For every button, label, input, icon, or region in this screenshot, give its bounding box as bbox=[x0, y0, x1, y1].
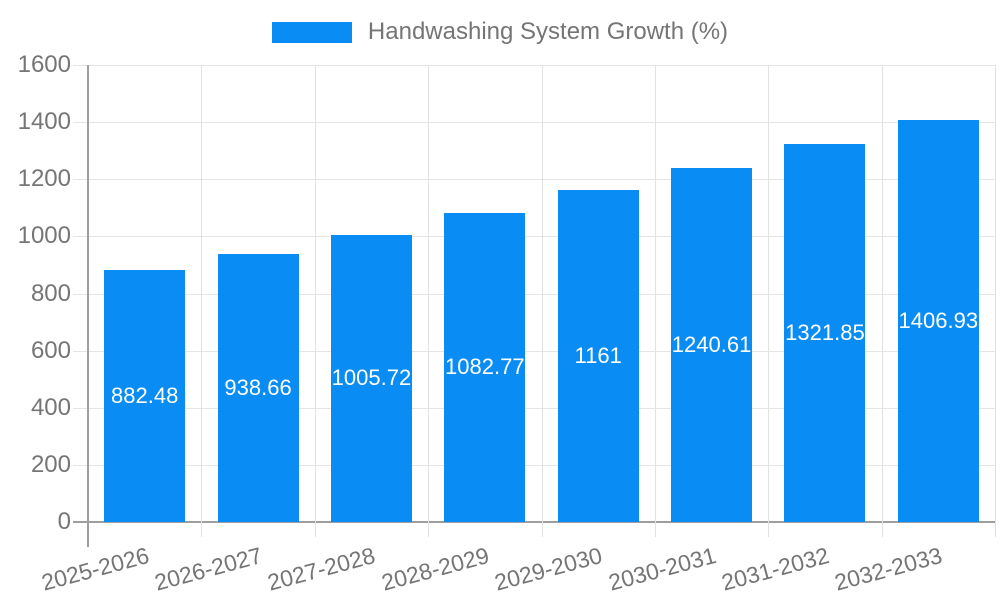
y-tick-label: 1600 bbox=[17, 51, 71, 78]
bar: 938.66 bbox=[217, 253, 299, 522]
bar: 1005.72 bbox=[330, 234, 412, 522]
x-axis-line bbox=[73, 521, 995, 523]
bar: 1082.77 bbox=[444, 212, 526, 522]
h-gridline bbox=[73, 350, 995, 352]
v-gridline bbox=[314, 65, 316, 537]
y-tick-label: 1200 bbox=[17, 165, 71, 193]
h-gridline bbox=[73, 236, 995, 238]
y-tick-label: 0 bbox=[57, 508, 71, 535]
h-gridline bbox=[73, 122, 995, 124]
x-tick-label: 2029-2030 bbox=[491, 542, 605, 596]
v-gridline bbox=[541, 65, 543, 537]
v-gridline bbox=[201, 65, 203, 537]
y-tick-label: 1400 bbox=[17, 108, 71, 136]
bar: 1161 bbox=[557, 190, 639, 522]
bar-value-label: 938.66 bbox=[224, 374, 292, 400]
x-tick-label: 2032-2033 bbox=[832, 542, 946, 596]
x-tick-label: 2026-2027 bbox=[151, 542, 265, 596]
h-gridline bbox=[73, 293, 995, 295]
x-tick-label: 2025-2026 bbox=[38, 542, 152, 596]
h-gridline bbox=[73, 464, 995, 466]
bar-value-label: 882.48 bbox=[111, 382, 179, 408]
bar: 1406.93 bbox=[897, 120, 979, 522]
y-tick-label: 1000 bbox=[17, 222, 71, 250]
v-gridline bbox=[881, 65, 883, 537]
v-gridline bbox=[768, 65, 770, 537]
x-tick-label: 2031-2032 bbox=[718, 542, 832, 596]
legend-label: Handwashing System Growth (%) bbox=[367, 18, 729, 45]
bar-value-label: 1240.61 bbox=[671, 331, 752, 357]
v-gridline bbox=[428, 65, 430, 537]
y-tick-label: 600 bbox=[30, 336, 71, 364]
h-gridline bbox=[73, 65, 995, 66]
x-tick-label: 2028-2029 bbox=[378, 542, 492, 596]
x-tick-label: 2027-2028 bbox=[265, 542, 379, 596]
bar: 1321.85 bbox=[784, 144, 866, 522]
chart-legend: Handwashing System Growth (%) bbox=[0, 18, 1000, 46]
bar: 882.48 bbox=[104, 269, 186, 522]
plot-area: 0 200 400 600 800 1000 1200 1400 1600 882.48 2025-… bbox=[18, 52, 996, 596]
h-gridline bbox=[73, 407, 995, 409]
bar-value-label: 1406.93 bbox=[898, 308, 979, 334]
y-tick-label: 200 bbox=[30, 450, 71, 478]
y-axis-line bbox=[87, 65, 89, 547]
v-gridline bbox=[654, 65, 656, 537]
bar-value-label: 1082.77 bbox=[445, 354, 525, 380]
bar: 1240.61 bbox=[671, 167, 753, 522]
bar-value-label: 1161 bbox=[574, 343, 622, 369]
bar-value-label: 1321.85 bbox=[785, 320, 865, 346]
y-tick-label: 400 bbox=[30, 393, 71, 421]
v-gridline bbox=[995, 65, 996, 537]
bar-value-label: 1005.72 bbox=[331, 365, 412, 391]
y-tick-label: 800 bbox=[30, 279, 71, 307]
x-tick-label: 2030-2031 bbox=[605, 542, 719, 596]
h-gridline bbox=[73, 179, 995, 181]
legend-swatch bbox=[271, 21, 352, 43]
